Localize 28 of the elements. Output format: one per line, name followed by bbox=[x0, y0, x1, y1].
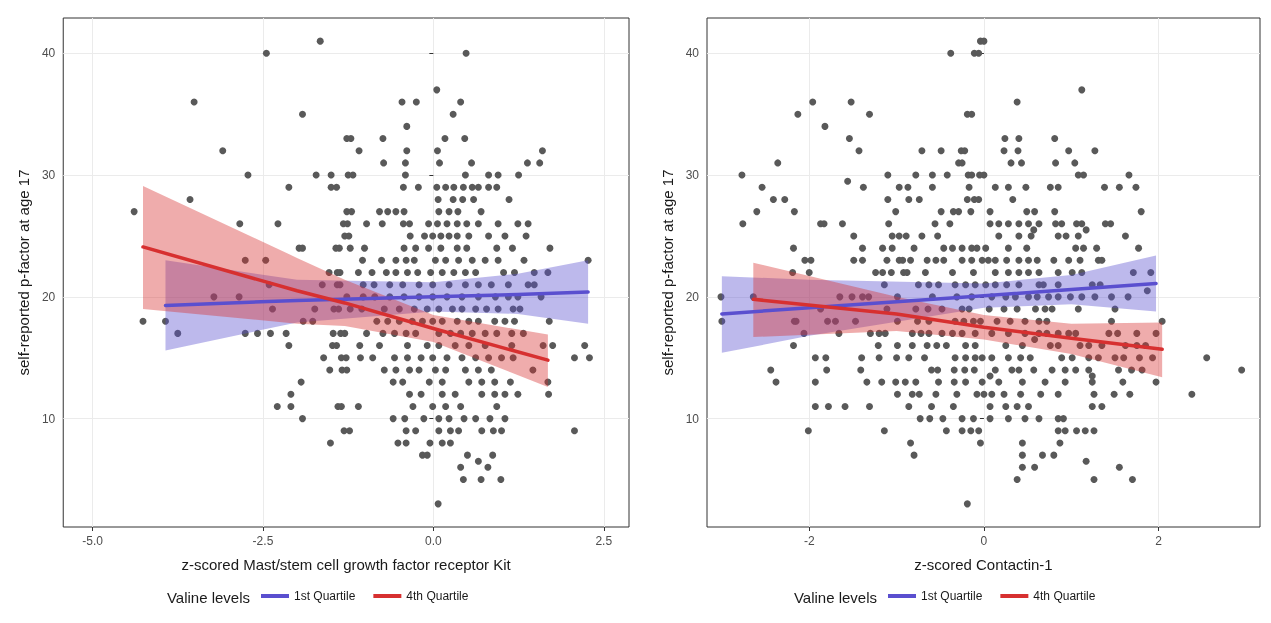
legend-label: 4th Quartile bbox=[1033, 589, 1096, 603]
x-axis-title: z-scored Mast/stem cell growth factor receptor Kit bbox=[181, 556, 512, 573]
y-tick-label: 20 bbox=[685, 289, 700, 304]
y-axis-title: self-reported p-factor at age 17 bbox=[15, 169, 32, 376]
x-tick-label: 2 bbox=[1155, 534, 1163, 548]
y-tick-label: 30 bbox=[685, 168, 700, 183]
x-tick-label: 0.0 bbox=[425, 534, 443, 548]
y-tick-label: 10 bbox=[41, 411, 56, 426]
y-axis-title: self-reported p-factor at age 17 bbox=[658, 169, 676, 376]
y-tick-label: 10 bbox=[685, 411, 700, 426]
legend-label: 1st Quartile bbox=[294, 589, 356, 603]
y-tick-label: 30 bbox=[41, 168, 56, 183]
line-series bbox=[163, 290, 590, 308]
y-tick-label: 20 bbox=[41, 289, 56, 304]
line-series bbox=[720, 281, 1158, 316]
x-tick-label: -2 bbox=[803, 534, 815, 548]
x-tick-label: -2.5 bbox=[252, 534, 274, 548]
x-tick-label: -5.0 bbox=[82, 534, 104, 548]
x-axis-title: z-scored Contactin-1 bbox=[914, 556, 1053, 573]
x-tick-label: 0 bbox=[980, 534, 988, 548]
legend-label: 4th Quartile bbox=[406, 589, 469, 603]
line-series bbox=[141, 245, 550, 362]
x-tick-label: 2.5 bbox=[595, 534, 613, 548]
legend-title: Valine levels bbox=[793, 589, 878, 606]
legend-title: Valine levels bbox=[166, 589, 251, 606]
y-tick-label: 40 bbox=[41, 46, 56, 61]
legend-label: 1st Quartile bbox=[921, 589, 983, 603]
y-tick-label: 40 bbox=[685, 46, 700, 61]
